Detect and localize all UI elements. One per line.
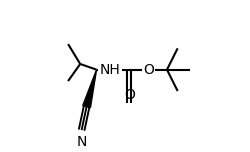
Text: NH: NH [100,63,120,77]
Text: O: O [143,63,154,77]
Text: N: N [76,135,87,149]
Polygon shape [83,70,96,108]
Text: O: O [124,88,135,102]
